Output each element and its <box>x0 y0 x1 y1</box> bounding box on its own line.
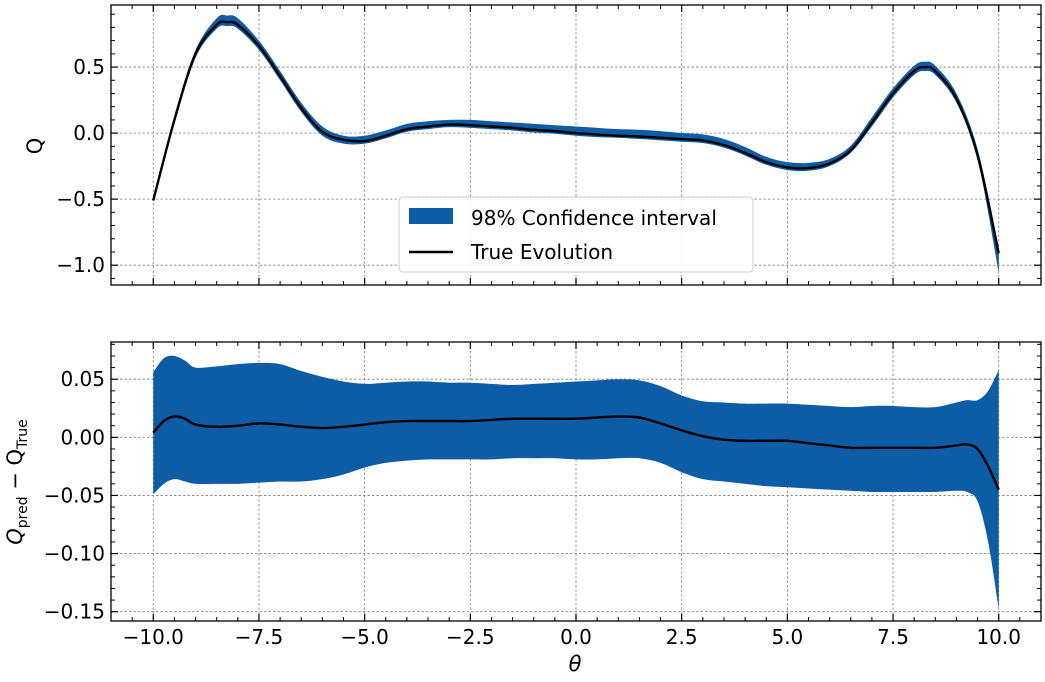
top-y-tick-label: −0.5 <box>56 187 105 211</box>
top-true-evolution-line <box>152 20 1000 254</box>
bottom-x-tick-label: −5.0 <box>340 625 389 649</box>
legend-band-swatch <box>409 208 453 224</box>
legend-entry-true-evolution: True Evolution <box>470 240 613 264</box>
top-y-axis-label: Q <box>23 138 47 155</box>
bottom-y-axis-label: Qpred − QTrue <box>3 419 31 545</box>
bottom-x-axis-label: θ <box>569 652 582 676</box>
bottom-ticks: 0.05 0.00 −0.05 −0.10 −0.15 −10.0 −7.5 −5.0 −2.5… <box>44 342 1042 649</box>
bottom-x-tick-label: 7.5 <box>877 625 909 649</box>
bottom-confidence-band <box>153 355 999 610</box>
ylabel-sub-pred: pred <box>15 496 31 528</box>
top-y-tick-label: 0.5 <box>73 55 105 79</box>
ylabel-minus-q: − Q <box>3 449 27 496</box>
bottom-x-tick-label: 0.0 <box>560 625 592 649</box>
bottom-y-tick-label: −0.15 <box>44 600 105 624</box>
bottom-x-tick-label: 2.5 <box>666 625 698 649</box>
bottom-x-tick-label: 5.0 <box>771 625 803 649</box>
bottom-x-tick-label: 10.0 <box>976 625 1021 649</box>
top-y-tick-label: 0.0 <box>73 121 105 145</box>
legend-box <box>398 196 754 273</box>
bottom-difference-line <box>152 415 1000 491</box>
legend: 98% Confidence interval True Evolution <box>398 196 754 273</box>
top-ticks: 0.5 0.0 −0.5 −1.0 <box>56 5 1042 285</box>
legend-entry-confidence: 98% Confidence interval <box>471 206 717 230</box>
top-y-tick-label: −1.0 <box>56 253 105 277</box>
bottom-y-tick-label: −0.10 <box>44 542 105 566</box>
bottom-x-tick-label: −7.5 <box>235 625 284 649</box>
bottom-y-tick-label: 0.05 <box>60 367 105 391</box>
bottom-x-tick-label: −10.0 <box>123 625 184 649</box>
top-panel: 0.5 0.0 −0.5 −1.0 Q 98% Confidence interval… <box>23 4 1042 286</box>
bottom-y-tick-label: −0.05 <box>44 483 105 507</box>
bottom-x-tick-label: −2.5 <box>446 625 495 649</box>
bottom-y-tick-label: 0.00 <box>60 425 105 449</box>
ylabel-sub-true: True <box>15 419 31 450</box>
bottom-panel: 0.05 0.00 −0.05 −0.10 −0.15 −10.0 −7.5 −5.0 −2.5… <box>3 341 1042 676</box>
ylabel-q-pred: Q <box>3 528 27 545</box>
